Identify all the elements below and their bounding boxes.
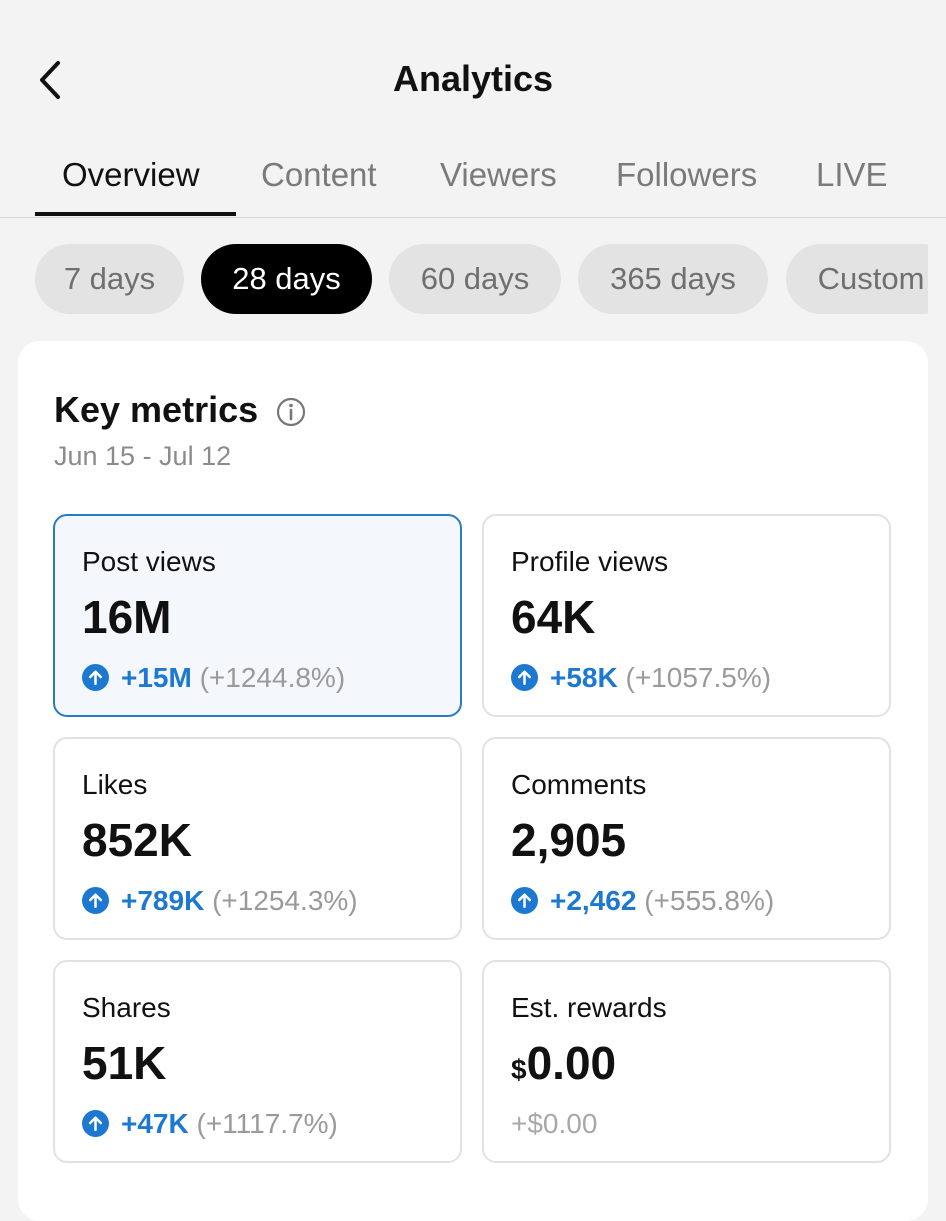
range-365-days[interactable]: 365 days xyxy=(578,244,768,314)
metric-percent: (+1117.7%) xyxy=(196,1108,338,1139)
arrow-up-circle-icon xyxy=(82,664,109,691)
metric-card-profile-views[interactable]: Profile views 64K +58K (+1057.5%) xyxy=(482,514,891,717)
metric-change: +$0.00 xyxy=(511,1108,598,1139)
chevron-left-icon xyxy=(40,61,60,99)
arrow-up-circle-icon xyxy=(82,1110,109,1137)
arrow-up-circle-icon xyxy=(82,887,109,914)
range-7-days[interactable]: 7 days xyxy=(35,244,184,314)
metric-value: 852K xyxy=(82,814,192,866)
metric-card-likes[interactable]: Likes 852K +789K (+1254.3%) xyxy=(53,737,462,940)
metric-label: Comments xyxy=(511,769,647,800)
metric-delta: +15M xyxy=(121,662,192,693)
metric-value: $0.00 xyxy=(511,1036,616,1090)
range-28-days[interactable]: 28 days xyxy=(201,244,372,314)
back-button[interactable] xyxy=(34,58,74,102)
metric-change: +47K (+1117.7%) xyxy=(82,1108,338,1140)
metric-percent: (+1057.5%) xyxy=(625,662,772,693)
metric-change: +15M (+1244.8%) xyxy=(82,662,345,694)
key-metrics-panel: Key metrics Jun 15 - Jul 12 Post views 1… xyxy=(18,341,928,1221)
tab-viewers[interactable]: Viewers xyxy=(440,156,557,193)
range-custom[interactable]: Custom xyxy=(786,244,928,314)
metric-value: 2,905 xyxy=(511,814,627,866)
metric-label: Shares xyxy=(82,992,171,1023)
arrow-up-circle-icon xyxy=(511,887,538,914)
tab-overview[interactable]: Overview xyxy=(62,156,200,193)
date-range-label: Jun 15 - Jul 12 xyxy=(54,441,232,471)
tab-live[interactable]: LIVE xyxy=(816,156,888,193)
metric-amount: 0.00 xyxy=(526,1037,617,1089)
metric-delta: +47K xyxy=(121,1108,189,1139)
metric-card-est-rewards[interactable]: Est. rewards $0.00 +$0.00 xyxy=(482,960,891,1163)
metric-label: Est. rewards xyxy=(511,992,667,1023)
tab-bar: Overview Content Viewers Followers LIVE xyxy=(0,150,946,218)
metric-percent: (+555.8%) xyxy=(644,885,775,916)
key-metrics-title: Key metrics xyxy=(54,389,259,430)
header: Analytics xyxy=(0,0,946,160)
metric-value: 51K xyxy=(82,1037,167,1089)
metric-value: 16M xyxy=(82,591,172,643)
metric-card-shares[interactable]: Shares 51K +47K (+1117.7%) xyxy=(53,960,462,1163)
metric-card-comments[interactable]: Comments 2,905 +2,462 (+555.8%) xyxy=(482,737,891,940)
metric-label: Profile views xyxy=(511,546,669,577)
metric-delta: +58K xyxy=(550,662,618,693)
date-range-selector: 7 days 28 days 60 days 365 days Custom xyxy=(0,244,928,314)
metric-change: +789K (+1254.3%) xyxy=(82,885,358,917)
metric-delta: +789K xyxy=(121,885,205,916)
range-60-days[interactable]: 60 days xyxy=(389,244,561,314)
tab-followers[interactable]: Followers xyxy=(616,156,758,193)
info-icon[interactable] xyxy=(275,396,307,428)
metric-change: +58K (+1057.5%) xyxy=(511,662,771,694)
currency-symbol: $ xyxy=(511,1054,527,1085)
metric-percent: (+1244.8%) xyxy=(199,662,346,693)
active-tab-indicator xyxy=(35,212,236,216)
arrow-up-circle-icon xyxy=(511,664,538,691)
metric-percent: (+1254.3%) xyxy=(212,885,358,916)
tab-content[interactable]: Content xyxy=(261,156,377,193)
page-title: Analytics xyxy=(392,58,554,99)
metric-delta: +2,462 xyxy=(550,885,637,916)
metric-card-post-views[interactable]: Post views 16M +15M (+1244.8%) xyxy=(53,514,462,717)
metric-change: +2,462 (+555.8%) xyxy=(511,885,774,917)
metric-value: 64K xyxy=(511,591,596,643)
metric-label: Likes xyxy=(82,769,148,800)
metric-label: Post views xyxy=(82,546,216,577)
